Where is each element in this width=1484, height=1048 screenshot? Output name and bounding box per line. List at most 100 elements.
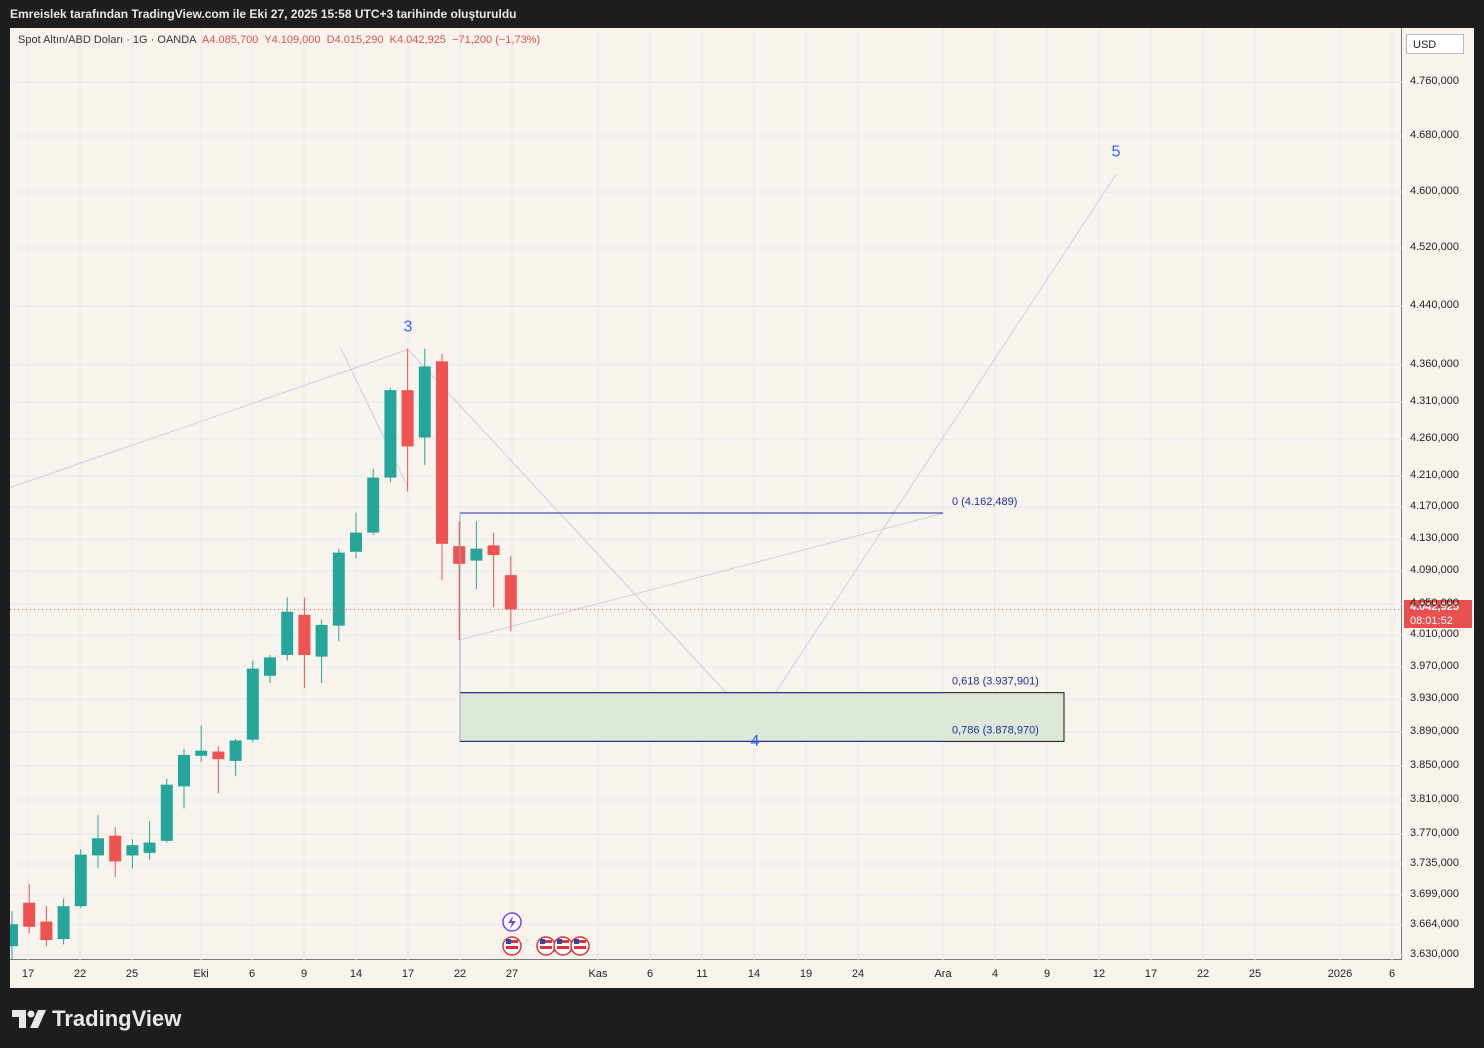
time-tick-label: 17: [1144, 968, 1158, 980]
channel-line: [459, 512, 944, 641]
fib-level-label: 0 (4.162,489): [952, 496, 1017, 508]
fib-level-label: 0,618 (3.937,901): [952, 676, 1039, 688]
wave-trendline: [10, 349, 409, 489]
time-tick-label: Kas: [588, 968, 608, 980]
symbol-label[interactable]: Spot Altın/ABD Doları · 1G · OANDA: [18, 34, 197, 46]
lightning-icon: [508, 916, 516, 929]
wave-label-4: 4: [751, 733, 760, 750]
candle-body: [418, 366, 431, 438]
drawing-layer-front: 0 (4.162,489) 0,618 (3.937,901) 0,786 (3.8…: [10, 144, 1402, 750]
time-tick-label: 17: [401, 968, 415, 980]
chart-pane[interactable]: 0 (4.162,489) 0,618 (3.937,901) 0,786 (3.8…: [10, 28, 1402, 960]
tradingview-logo-text: TradingView: [52, 1006, 182, 1031]
candle-body: [367, 477, 380, 533]
flag-stripe: [557, 946, 569, 949]
candle-body: [470, 548, 483, 561]
candle-body: [178, 754, 190, 787]
flag-canton: [557, 939, 562, 944]
time-tick-label: 19: [799, 968, 813, 980]
time-tick-label: 17: [21, 968, 35, 980]
chart-frame: 0 (4.162,489) 0,618 (3.937,901) 0,786 (3.8…: [10, 28, 1474, 988]
time-tick-label: Eki: [193, 968, 209, 980]
event-flag: [502, 936, 522, 956]
time-tick-label: 12: [1092, 968, 1106, 980]
fib-level-label: 0,786 (3.878,970): [952, 724, 1039, 736]
price-axis[interactable]: USD 4.042,925 08:01:52 4.760,000 4.680,00…: [1402, 28, 1474, 988]
candle-body: [264, 657, 276, 676]
candle-body: [315, 624, 328, 657]
candle-body: [281, 611, 294, 655]
price-tick-label: 4.090,000: [1410, 564, 1459, 576]
time-tick-label: 6: [646, 968, 654, 980]
time-tick-label: 22: [453, 968, 467, 980]
price-tick-label: 3.850,000: [1410, 759, 1459, 771]
price-tick-label: 4.600,000: [1410, 185, 1459, 197]
tradingview-logo[interactable]: TradingView: [12, 1006, 181, 1032]
price-tick-label: 3.810,000: [1410, 793, 1459, 805]
flag-stripe: [557, 940, 569, 943]
candle-body: [384, 390, 397, 478]
flag-stripe: [506, 946, 518, 949]
price-tick-label: 3.664,000: [1410, 918, 1459, 930]
event-flag: [553, 936, 573, 956]
candle-body: [23, 902, 36, 927]
time-tick-label: 27: [505, 968, 519, 980]
drawing-layer-back: [10, 174, 1117, 725]
price-tick-label: 4.520,000: [1410, 241, 1459, 253]
candle-body: [332, 552, 345, 626]
price-tick-label: 4.440,000: [1410, 299, 1459, 311]
price-tick-label: 4.130,000: [1410, 532, 1459, 544]
event-flag: [570, 936, 590, 956]
time-axis[interactable]: 17 22 25 Eki 6 9 14 17 22 27 Kas 6 11 14 19 24 Ara 4 9 12 17…: [10, 960, 1402, 988]
time-tick-label: 9: [1043, 968, 1051, 980]
candle-body: [436, 361, 448, 544]
candle-body: [298, 614, 311, 655]
price-tick-label: 3.699,000: [1410, 888, 1459, 900]
candle-body: [229, 740, 242, 761]
open-value: A4.085,700: [202, 34, 259, 46]
flag-stripe: [540, 946, 552, 949]
time-tick-label: 2026: [1327, 968, 1353, 980]
candle-body: [126, 845, 139, 856]
currency-selector[interactable]: USD: [1406, 34, 1464, 54]
wave-4-5-line: [754, 174, 1117, 725]
price-tick-label: 4.360,000: [1410, 358, 1459, 370]
price-chart[interactable]: 0 (4.162,489) 0,618 (3.937,901) 0,786 (3.8…: [10, 28, 1402, 960]
flag-canton: [574, 939, 579, 944]
bar-countdown: 08:01:52: [1410, 615, 1453, 628]
time-tick-label: 25: [1248, 968, 1262, 980]
price-tick-label: 3.630,000: [1410, 948, 1459, 960]
target-zone: [459, 692, 1065, 742]
footer: TradingView: [0, 988, 1484, 1048]
candle-body: [195, 750, 208, 756]
tradingview-logo-icon: [12, 1010, 46, 1028]
candle-body: [10, 924, 18, 947]
price-tick-label: 4.760,000: [1410, 75, 1459, 87]
time-tick-label: 4: [991, 968, 999, 980]
candle-body: [92, 838, 104, 856]
time-tick-label: 22: [73, 968, 87, 980]
flag-stripe: [574, 946, 586, 949]
price-tick-label: 4.310,000: [1410, 395, 1459, 407]
wave-3-4-line: [407, 349, 756, 725]
time-tick-label: 6: [1388, 968, 1396, 980]
lightning-event-icon: [502, 912, 522, 932]
price-tick-label: 3.770,000: [1410, 827, 1459, 839]
event-markers: [502, 912, 590, 956]
flag-stripe: [540, 940, 552, 943]
time-tick-label: Ara: [934, 968, 952, 980]
candle-body: [212, 751, 225, 760]
ohlc-legend: Spot Altın/ABD Doları · 1G · OANDA A4.08…: [18, 34, 540, 46]
candles: [10, 348, 517, 960]
price-tick-label: 3.970,000: [1410, 660, 1459, 672]
low-value: D4.015,290: [326, 34, 384, 46]
time-tick-label: 25: [125, 968, 139, 980]
time-tick-label: 6: [248, 968, 256, 980]
time-tick-label: 11: [696, 968, 708, 980]
time-tick-label: 14: [349, 968, 363, 980]
candle-body: [109, 835, 122, 862]
candle-body: [57, 906, 70, 940]
price-tick-label: 4.210,000: [1410, 469, 1459, 481]
candle-body: [504, 575, 517, 610]
header-caption: Emreislek tarafından TradingView.com ile…: [10, 7, 517, 21]
